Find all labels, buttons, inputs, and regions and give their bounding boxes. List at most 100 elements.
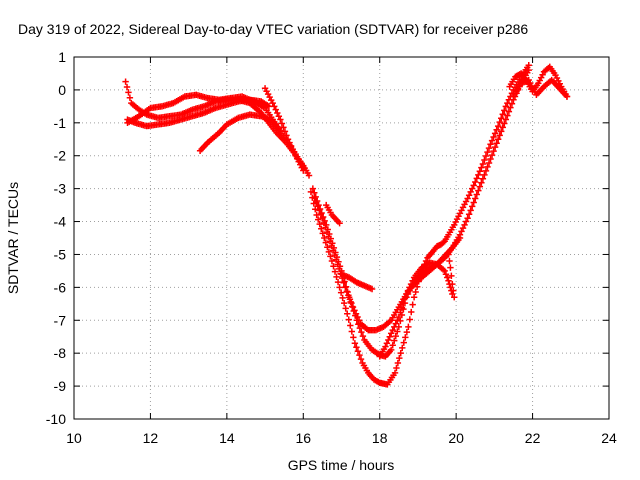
data-point	[341, 278, 348, 285]
data-point	[409, 301, 416, 308]
data-point	[336, 219, 343, 227]
data-point	[476, 167, 484, 175]
data-series	[338, 271, 376, 293]
data-point	[479, 160, 487, 168]
data-point	[484, 163, 491, 171]
data-point	[491, 143, 499, 151]
data-point	[269, 99, 276, 107]
data-point	[456, 234, 464, 242]
data-point	[402, 334, 409, 341]
data-point	[409, 277, 416, 284]
data-point	[490, 147, 497, 155]
data-point	[465, 211, 473, 218]
data-point	[499, 124, 506, 131]
data-point	[333, 273, 340, 281]
data-point	[307, 188, 315, 196]
data-point	[508, 100, 516, 107]
data-series	[323, 201, 343, 227]
data-point	[393, 364, 400, 372]
data-point	[347, 322, 354, 329]
data-point	[481, 171, 488, 179]
data-point	[470, 199, 477, 206]
data-point	[398, 304, 406, 311]
data-point	[284, 136, 292, 143]
data-point	[354, 348, 362, 355]
data-point	[407, 280, 415, 288]
data-point	[122, 78, 129, 85]
x-tick-label: 24	[601, 430, 617, 446]
data-point	[468, 185, 476, 192]
data-point	[271, 103, 278, 110]
data-point	[387, 346, 395, 354]
y-tick-label: -2	[54, 148, 67, 164]
data-point	[324, 244, 331, 251]
data-point	[125, 89, 132, 96]
data-point	[358, 328, 365, 336]
data-point	[396, 354, 403, 362]
x-axis-label: GPS time / hours	[288, 457, 395, 473]
x-tick-label: 10	[66, 430, 82, 446]
data-point	[311, 189, 318, 196]
data-point	[501, 120, 508, 127]
data-point	[272, 106, 279, 113]
data-point	[350, 334, 357, 341]
data-point	[300, 167, 307, 174]
data-point	[394, 317, 401, 324]
plot-area	[122, 62, 571, 388]
data-point	[290, 149, 298, 156]
data-point	[344, 310, 351, 317]
data-point	[389, 342, 396, 349]
data-point	[342, 284, 349, 291]
data-point	[356, 351, 363, 359]
data-point	[321, 234, 328, 242]
data-point	[412, 288, 419, 296]
data-point	[498, 115, 505, 122]
data-point	[385, 336, 392, 344]
data-point	[462, 218, 470, 225]
y-tick-label: -7	[54, 312, 67, 328]
data-point	[126, 94, 134, 101]
data-point	[445, 277, 452, 284]
data-point	[482, 152, 490, 160]
data-point	[478, 179, 485, 186]
data-point	[451, 294, 458, 301]
data-point	[467, 207, 474, 214]
data-point	[326, 238, 334, 245]
data-point	[280, 124, 287, 131]
data-point	[400, 339, 407, 346]
data-point	[410, 294, 418, 301]
data-point	[277, 116, 284, 123]
data-point	[318, 225, 325, 232]
data-point	[507, 104, 514, 111]
data-point	[446, 257, 453, 265]
data-series	[309, 66, 532, 360]
data-point	[481, 156, 488, 164]
data-point	[485, 159, 493, 167]
data-point	[490, 133, 497, 141]
data-point	[325, 248, 333, 256]
data-point	[340, 299, 348, 307]
data-point	[317, 211, 325, 218]
data-point	[488, 151, 496, 159]
data-point	[479, 175, 487, 182]
data-point	[328, 257, 336, 265]
data-series	[376, 259, 456, 360]
data-point	[319, 215, 326, 222]
data-point	[563, 93, 571, 100]
data-point	[450, 287, 457, 294]
data-point	[478, 164, 485, 171]
y-tick-label: -3	[54, 181, 67, 197]
data-point	[482, 167, 490, 175]
data-point	[394, 328, 401, 335]
data-point	[319, 230, 326, 237]
data-point	[449, 280, 456, 288]
data-point	[355, 317, 363, 324]
y-tick-label: -1	[54, 115, 67, 131]
data-point	[305, 172, 313, 179]
data-point	[448, 272, 455, 280]
data-point	[475, 171, 482, 179]
data-point	[441, 267, 448, 275]
data-point	[468, 203, 476, 210]
data-series	[307, 62, 532, 388]
